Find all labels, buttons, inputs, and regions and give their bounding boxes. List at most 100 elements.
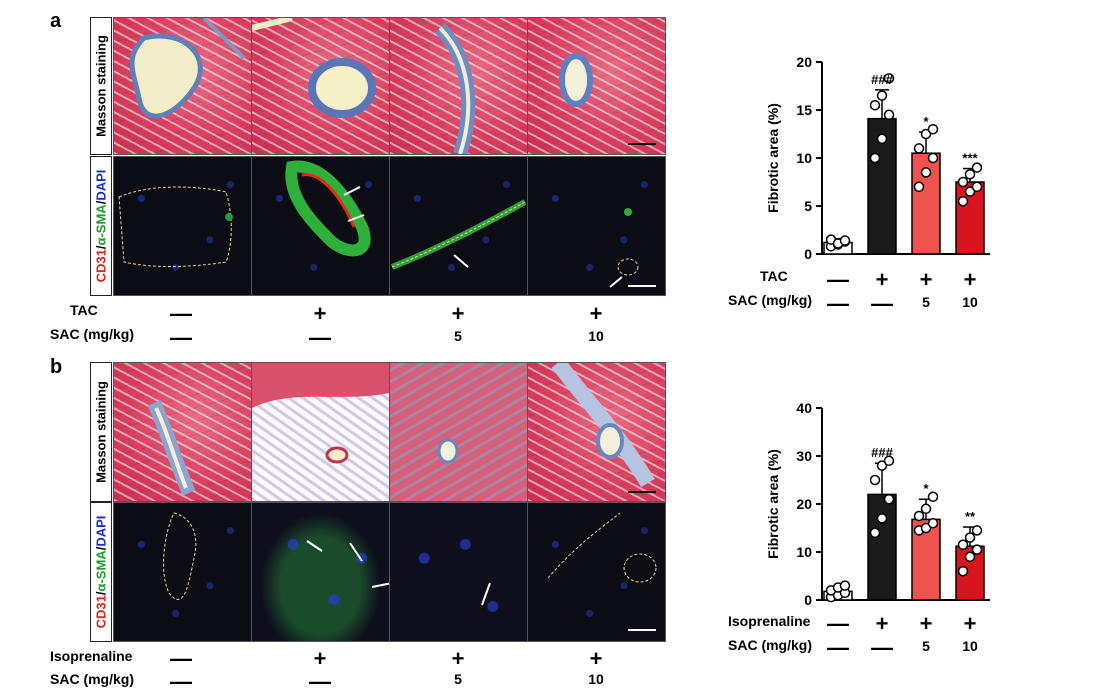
- scale-bar: [628, 491, 656, 493]
- data-point: [964, 551, 976, 563]
- data-point: [927, 152, 939, 164]
- chart-condition-mark: +: [875, 267, 889, 292]
- significance-label: *: [923, 114, 929, 129]
- data-point: [869, 152, 881, 164]
- condition-dose: 10: [588, 671, 604, 687]
- condition-mark: —: [170, 669, 192, 694]
- masson-image-b-sac10: [527, 362, 666, 502]
- data-point: [920, 503, 932, 515]
- row-label-isoprenaline: Isoprenaline: [50, 648, 133, 664]
- condition-mark: —: [170, 646, 192, 671]
- y-tick-label: 40: [796, 400, 812, 416]
- condition-mark: +: [589, 646, 603, 671]
- chart-condition-dose: 10: [962, 294, 978, 310]
- fluorescence-image-b-iso: [251, 502, 390, 642]
- chart-row-label-isoprenaline: Isoprenaline: [728, 613, 811, 629]
- significance-label: **: [965, 509, 976, 524]
- fluorescence-image-b-control: [113, 502, 252, 642]
- fluorescence-image-a-sac10: [527, 156, 666, 296]
- chart-condition-mark: —: [827, 267, 849, 292]
- data-point: [971, 525, 983, 536]
- data-point: [964, 532, 976, 543]
- chart-condition-dose: 10: [962, 638, 978, 654]
- condition-mark: —: [309, 669, 331, 694]
- chart-condition-mark: —: [827, 291, 849, 316]
- chart-condition-dose: 5: [922, 638, 930, 654]
- chart-row-label-sac: SAC (mg/kg): [728, 292, 812, 308]
- masson-staining-text: Masson staining: [93, 381, 109, 483]
- fluorescence-text: CD31/α-SMA/DAPI: [93, 515, 109, 629]
- condition-mark: —: [170, 325, 192, 350]
- data-point: [876, 460, 888, 471]
- data-point: [876, 513, 888, 524]
- data-point: [839, 235, 851, 246]
- data-point: [920, 522, 932, 534]
- y-tick-label: 15: [796, 102, 812, 118]
- data-point: [964, 186, 976, 197]
- data-point: [957, 195, 969, 207]
- condition-mark: +: [589, 301, 603, 326]
- data-point: [957, 565, 969, 577]
- chart-condition-mark: —: [871, 291, 893, 316]
- fluorescence-image-a-sham: [113, 156, 252, 296]
- scale-bar: [628, 143, 656, 145]
- data-point: [883, 109, 895, 121]
- significance-label: *: [923, 481, 929, 496]
- data-point: [971, 181, 983, 193]
- condition-mark: +: [451, 646, 465, 671]
- condition-mark: +: [451, 301, 465, 326]
- data-point: [957, 539, 969, 551]
- data-point: [927, 517, 939, 529]
- data-point: [913, 143, 925, 154]
- condition-mark: —: [170, 301, 192, 326]
- masson-staining-label-b: Masson staining: [90, 362, 112, 502]
- data-point: [964, 169, 976, 180]
- y-tick-label: 10: [796, 150, 812, 166]
- data-point: [876, 90, 888, 101]
- y-axis-label: Fibrotic area (%): [765, 449, 781, 559]
- masson-staining-text: Masson staining: [93, 35, 109, 137]
- chart-row-label-tac: TAC: [760, 268, 788, 284]
- data-point: [869, 474, 881, 486]
- row-label-tac: TAC: [70, 302, 98, 318]
- fluorescence-image-b-sac5: [389, 502, 528, 642]
- chart-condition-mark: —: [871, 635, 893, 660]
- data-point: [927, 123, 939, 135]
- y-tick-label: 20: [796, 496, 812, 512]
- chart-condition-mark: +: [919, 267, 933, 292]
- significance-label: ###: [871, 72, 893, 87]
- y-tick-label: 10: [796, 544, 812, 560]
- chart-condition-mark: —: [827, 611, 849, 636]
- bar: [867, 493, 897, 601]
- chart-condition-mark: +: [963, 267, 977, 292]
- chart-condition-mark: +: [963, 611, 977, 636]
- data-point: [869, 99, 881, 111]
- fluorescence-label-a: CD31/α-SMA/DAPI: [90, 156, 112, 296]
- chart-condition-dose: 5: [922, 294, 930, 310]
- condition-mark: +: [313, 301, 327, 326]
- data-point: [839, 580, 851, 591]
- y-tick-label: 5: [804, 198, 812, 214]
- condition-mark: +: [313, 646, 327, 671]
- masson-image-a-sac5: [389, 17, 528, 155]
- data-point: [913, 510, 925, 522]
- masson-image-b-iso: [251, 362, 390, 502]
- data-point: [920, 167, 932, 178]
- significance-label: ***: [962, 151, 978, 166]
- condition-mark: —: [309, 325, 331, 350]
- fluorescence-image-b-sac10: [527, 502, 666, 642]
- masson-image-b-control: [113, 362, 252, 502]
- fluorescence-label-b: CD31/α-SMA/DAPI: [90, 502, 112, 642]
- y-tick-label: 0: [804, 246, 812, 260]
- data-point: [883, 493, 895, 505]
- significance-label: ###: [871, 445, 893, 460]
- data-point: [971, 544, 983, 555]
- panel-letter-b: b: [50, 356, 63, 378]
- row-label-sac: SAC (mg/kg): [50, 326, 134, 342]
- data-point: [971, 162, 983, 173]
- data-point: [883, 73, 895, 84]
- fluorescence-image-a-tac: [251, 156, 390, 296]
- data-point: [957, 176, 969, 188]
